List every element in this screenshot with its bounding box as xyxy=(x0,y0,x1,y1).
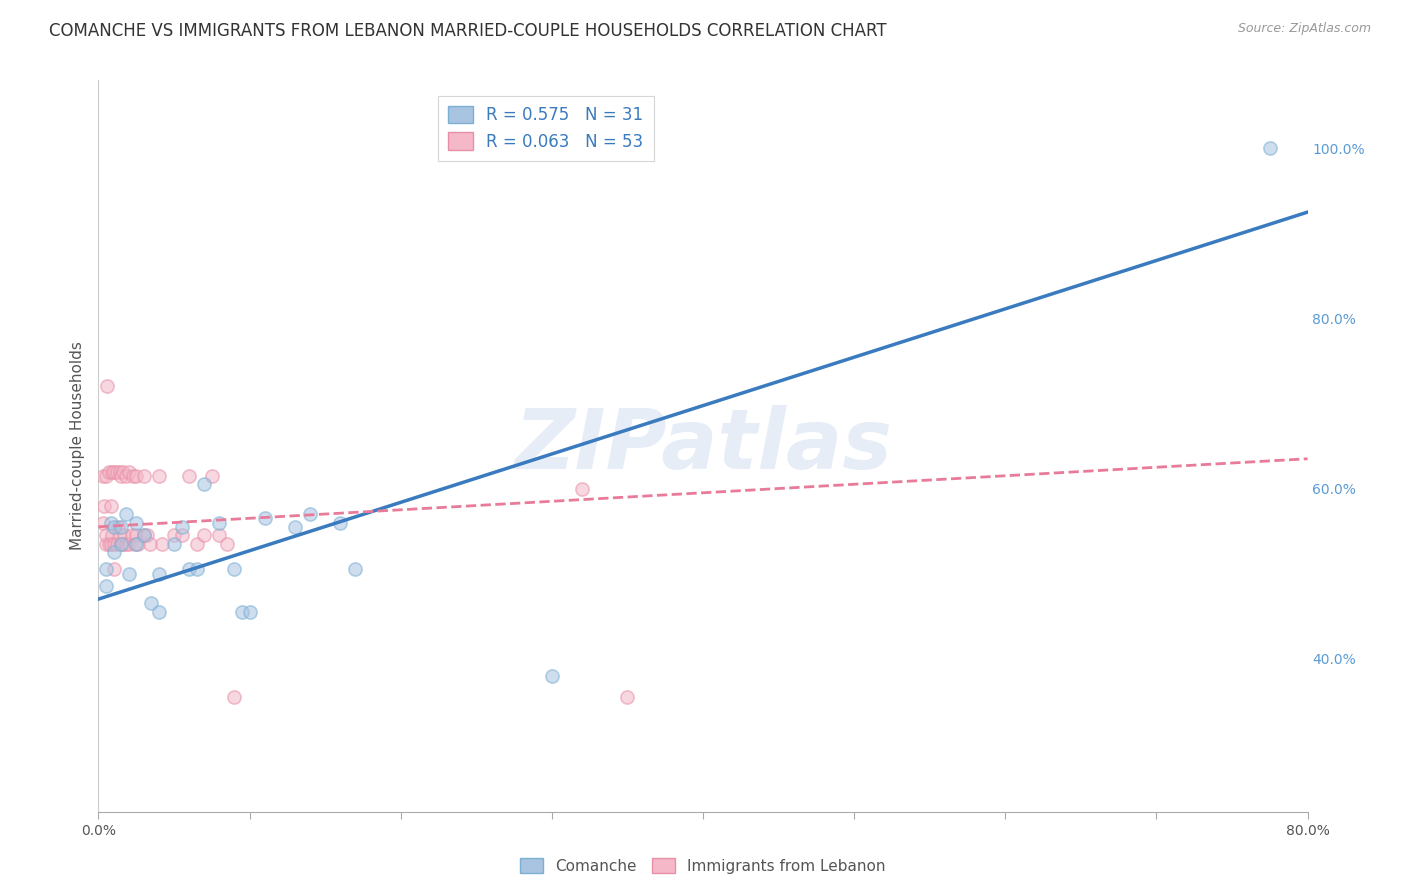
Point xyxy=(98,465,121,479)
Point xyxy=(114,507,136,521)
Point xyxy=(215,537,238,551)
Y-axis label: Married-couple Households: Married-couple Households xyxy=(69,342,84,550)
Point xyxy=(110,537,132,551)
Point xyxy=(111,465,134,479)
Point xyxy=(1258,141,1281,155)
Point xyxy=(231,605,253,619)
Point xyxy=(91,516,114,530)
Point xyxy=(132,468,155,483)
Point xyxy=(103,465,125,479)
Point xyxy=(107,520,129,534)
Point xyxy=(344,562,367,576)
Point xyxy=(101,465,124,479)
Point xyxy=(571,482,593,496)
Text: ZIPatlas: ZIPatlas xyxy=(515,406,891,486)
Point xyxy=(94,579,117,593)
Point xyxy=(100,516,122,530)
Point xyxy=(186,537,208,551)
Point xyxy=(100,537,122,551)
Point xyxy=(108,528,131,542)
Point xyxy=(108,465,131,479)
Point xyxy=(125,516,148,530)
Point xyxy=(124,537,146,551)
Point xyxy=(193,528,215,542)
Point xyxy=(139,537,162,551)
Point xyxy=(150,537,173,551)
Point xyxy=(105,537,128,551)
Point xyxy=(132,528,155,542)
Point xyxy=(170,520,193,534)
Point xyxy=(208,528,231,542)
Point xyxy=(141,596,163,610)
Point xyxy=(94,562,117,576)
Text: Source: ZipAtlas.com: Source: ZipAtlas.com xyxy=(1237,22,1371,36)
Point xyxy=(121,528,143,542)
Point xyxy=(111,537,134,551)
Point xyxy=(253,511,276,525)
Point xyxy=(110,537,132,551)
Point xyxy=(201,468,224,483)
Point xyxy=(114,537,136,551)
Point xyxy=(284,520,307,534)
Point xyxy=(96,379,118,393)
Point xyxy=(118,465,141,479)
Text: COMANCHE VS IMMIGRANTS FROM LEBANON MARRIED-COUPLE HOUSEHOLDS CORRELATION CHART: COMANCHE VS IMMIGRANTS FROM LEBANON MARR… xyxy=(49,22,887,40)
Point xyxy=(103,537,125,551)
Point xyxy=(179,562,201,576)
Point xyxy=(91,468,114,483)
Point xyxy=(163,537,186,551)
Point xyxy=(93,499,115,513)
Point xyxy=(224,690,246,704)
Point xyxy=(193,477,215,491)
Point xyxy=(103,520,125,534)
Point xyxy=(103,562,125,576)
Point xyxy=(148,605,170,619)
Point xyxy=(118,566,141,581)
Point xyxy=(616,690,638,704)
Point xyxy=(98,537,121,551)
Point xyxy=(94,528,117,542)
Point xyxy=(110,520,132,534)
Legend: R = 0.575   N = 31, R = 0.063   N = 53: R = 0.575 N = 31, R = 0.063 N = 53 xyxy=(439,96,654,161)
Point xyxy=(101,528,124,542)
Legend: Comanche, Immigrants from Lebanon: Comanche, Immigrants from Lebanon xyxy=(515,852,891,880)
Point xyxy=(94,537,117,551)
Point xyxy=(329,516,352,530)
Point xyxy=(118,537,141,551)
Point xyxy=(112,528,135,542)
Point xyxy=(125,528,148,542)
Point xyxy=(186,562,208,576)
Point xyxy=(122,468,145,483)
Point xyxy=(540,668,562,682)
Point xyxy=(110,468,132,483)
Point xyxy=(163,528,186,542)
Point xyxy=(148,468,170,483)
Point xyxy=(94,468,117,483)
Point xyxy=(224,562,246,576)
Point xyxy=(127,537,149,551)
Point xyxy=(100,499,122,513)
Point xyxy=(125,537,148,551)
Point xyxy=(132,528,155,542)
Point xyxy=(105,465,128,479)
Point xyxy=(179,468,201,483)
Point xyxy=(125,468,148,483)
Point xyxy=(135,528,157,542)
Point xyxy=(114,468,136,483)
Point xyxy=(148,566,170,581)
Point xyxy=(299,507,322,521)
Point xyxy=(170,528,193,542)
Point xyxy=(239,605,262,619)
Point xyxy=(103,545,125,559)
Point xyxy=(208,516,231,530)
